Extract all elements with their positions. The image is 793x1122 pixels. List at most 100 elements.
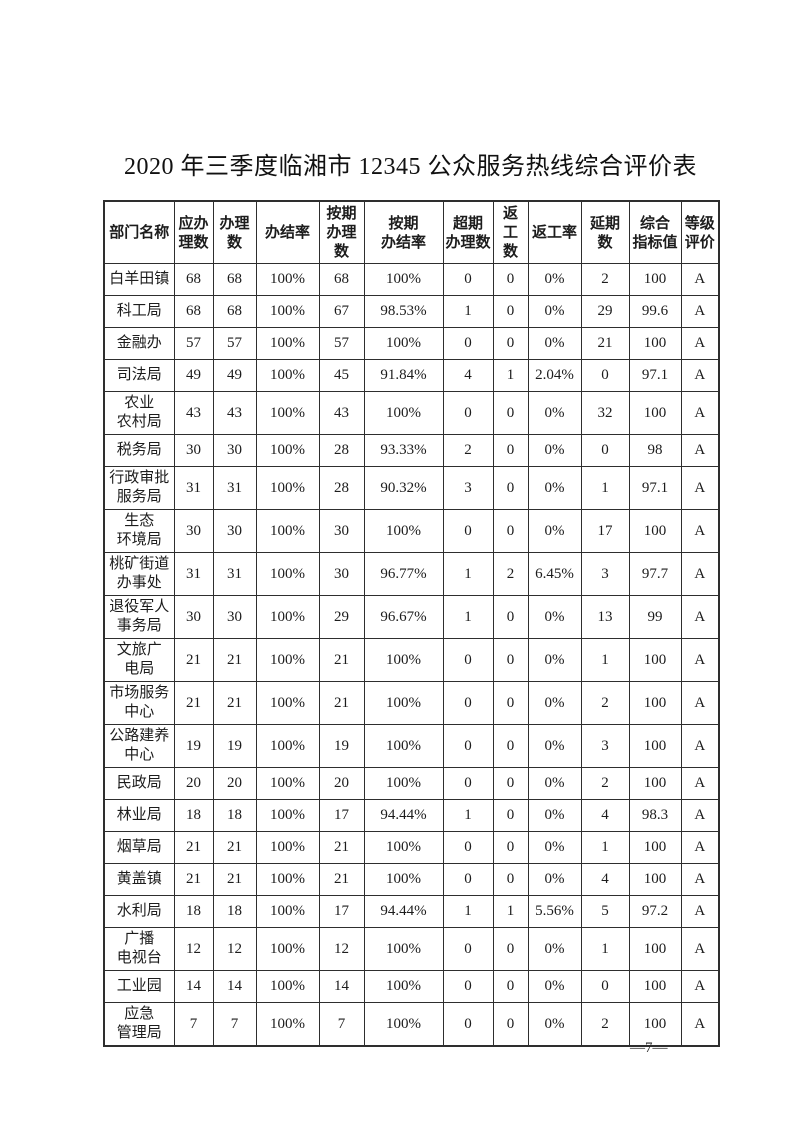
table-cell: 0: [492, 509, 529, 553]
table-cell: A: [680, 927, 720, 971]
table-row: 文旅广 电局 21 21 100% 21 100% 0 0 0% 1 100 A: [103, 638, 720, 682]
table-cell: 0: [492, 927, 529, 971]
table-cell: 31: [173, 552, 214, 596]
header-cell: 延期数: [580, 200, 630, 264]
table-cell: 0: [442, 767, 494, 800]
table-cell: 94.44%: [363, 799, 444, 832]
header-cell: 超期 办理数: [442, 200, 494, 264]
table-cell: 100%: [255, 263, 320, 296]
table-cell: 30: [173, 595, 214, 639]
table-row: 公路建养 中心 19 19 100% 19 100% 0 0 0% 3 100 A: [103, 724, 720, 768]
header-cell: 返工率: [527, 200, 582, 264]
table-cell: 100%: [255, 434, 320, 467]
page-number: —7—: [630, 1040, 668, 1056]
table-cell: 1: [442, 799, 494, 832]
table-cell: 100%: [363, 509, 444, 553]
table-cell: A: [680, 638, 720, 682]
table-cell: 14: [173, 970, 214, 1003]
table-cell: 2: [442, 434, 494, 467]
department-name-cell: 税务局: [103, 434, 175, 467]
table-cell: 30: [212, 434, 257, 467]
table-cell: 6.45%: [527, 552, 582, 596]
table-cell: 12: [318, 927, 365, 971]
table-row: 应急 管理局 7 7 100% 7 100% 0 0 0% 2 100 A: [103, 1002, 720, 1047]
table-cell: 100%: [363, 638, 444, 682]
table-cell: 0: [580, 970, 630, 1003]
table-cell: A: [680, 895, 720, 928]
header-cell: 按期 办理 数: [318, 200, 365, 264]
table-cell: 100: [628, 638, 682, 682]
table-cell: 43: [318, 391, 365, 435]
table-row: 农业 农村局 43 43 100% 43 100% 0 0 0% 32 100 A: [103, 391, 720, 435]
table-cell: 0: [442, 681, 494, 725]
table-cell: 0%: [527, 295, 582, 328]
table-cell: A: [680, 391, 720, 435]
table-cell: A: [680, 681, 720, 725]
table-cell: 21: [318, 681, 365, 725]
table-cell: 0%: [527, 509, 582, 553]
table-cell: A: [680, 1002, 720, 1047]
table-cell: 19: [212, 724, 257, 768]
department-name-cell: 烟草局: [103, 831, 175, 864]
table-row: 生态 环境局 30 30 100% 30 100% 0 0 0% 17 100 A: [103, 509, 720, 553]
table-cell: 0: [580, 359, 630, 392]
table-cell: 100%: [363, 767, 444, 800]
table-row: 白羊田镇 68 68 100% 68 100% 0 0 0% 2 100 A: [103, 263, 720, 296]
table-cell: 0: [492, 263, 529, 296]
table-cell: 100%: [255, 767, 320, 800]
table-row: 桃矿街道 办事处 31 31 100% 30 96.77% 1 2 6.45% 3 97.7 A: [103, 552, 720, 596]
table-cell: A: [680, 863, 720, 896]
table-cell: 0: [442, 863, 494, 896]
table-cell: 0%: [527, 927, 582, 971]
table-cell: 100%: [255, 466, 320, 510]
table-row: 林业局 18 18 100% 17 94.44% 1 0 0% 4 98.3 A: [103, 799, 720, 832]
table-cell: 21: [580, 327, 630, 360]
table-row: 科工局 68 68 100% 67 98.53% 1 0 0% 29 99.6 A: [103, 295, 720, 328]
table-cell: 2.04%: [527, 359, 582, 392]
table-cell: 14: [318, 970, 365, 1003]
table-cell: 100%: [255, 799, 320, 832]
department-name-cell: 生态 环境局: [103, 509, 175, 553]
table-cell: 100%: [255, 970, 320, 1003]
table-cell: 100%: [363, 391, 444, 435]
department-name-cell: 广播 电视台: [103, 927, 175, 971]
table-cell: 49: [212, 359, 257, 392]
table-cell: 21: [212, 863, 257, 896]
table-cell: 4: [580, 863, 630, 896]
table-cell: A: [680, 767, 720, 800]
table-cell: 0%: [527, 638, 582, 682]
table-cell: 1: [442, 552, 494, 596]
table-cell: A: [680, 466, 720, 510]
table-cell: 3: [580, 552, 630, 596]
table-cell: 2: [492, 552, 529, 596]
table-cell: 100%: [363, 724, 444, 768]
table-row: 税务局 30 30 100% 28 93.33% 2 0 0% 0 98 A: [103, 434, 720, 467]
table-cell: 5: [580, 895, 630, 928]
table-cell: 2: [580, 681, 630, 725]
table-cell: 21: [318, 863, 365, 896]
table-cell: 0%: [527, 799, 582, 832]
department-name-cell: 公路建养 中心: [103, 724, 175, 768]
department-name-cell: 林业局: [103, 799, 175, 832]
table-cell: 3: [442, 466, 494, 510]
table-cell: 0: [492, 1002, 529, 1047]
table-cell: 4: [442, 359, 494, 392]
table-cell: 100%: [255, 895, 320, 928]
header-cell: 办结率: [255, 200, 320, 264]
table-cell: 21: [212, 681, 257, 725]
table-cell: 21: [173, 681, 214, 725]
table-cell: 0: [442, 927, 494, 971]
table-cell: 17: [580, 509, 630, 553]
table-cell: 0%: [527, 466, 582, 510]
table-cell: 100%: [255, 359, 320, 392]
table-cell: 100: [628, 863, 682, 896]
table-cell: 0%: [527, 970, 582, 1003]
table-body: 白羊田镇 68 68 100% 68 100% 0 0 0% 2 100 A 科工局 68 68 100% 67…: [103, 263, 720, 1047]
table-cell: 0%: [527, 863, 582, 896]
department-name-cell: 应急 管理局: [103, 1002, 175, 1047]
table-cell: 1: [580, 831, 630, 864]
table-cell: 2: [580, 767, 630, 800]
table-cell: 4: [580, 799, 630, 832]
table-cell: 100%: [255, 391, 320, 435]
header-cell: 应办 理数: [173, 200, 214, 264]
